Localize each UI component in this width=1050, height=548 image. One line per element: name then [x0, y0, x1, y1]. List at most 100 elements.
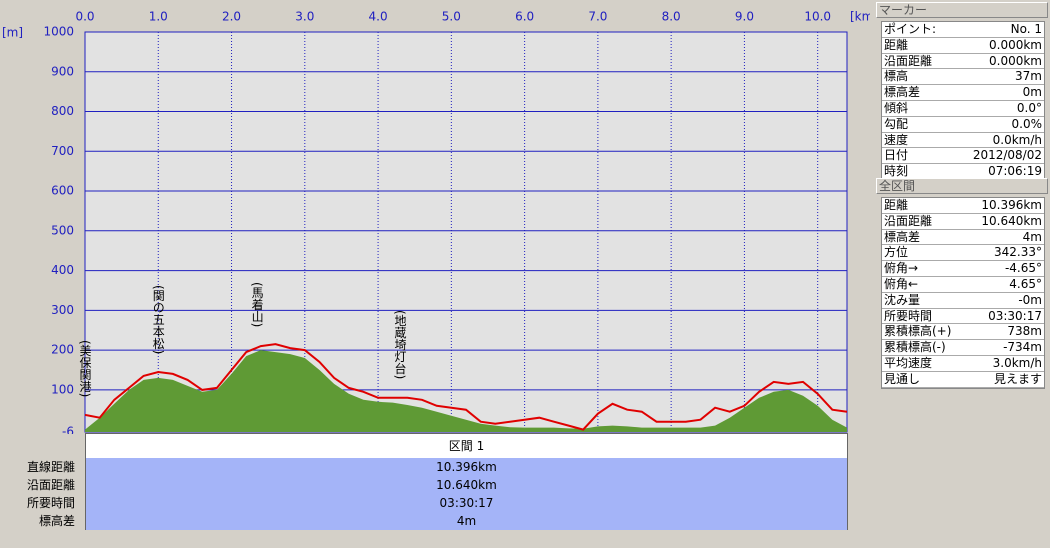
row-label: 勾配: [884, 116, 909, 131]
panel-title: マーカー: [876, 2, 1048, 18]
row-value: 見えます: [993, 371, 1042, 386]
row-value: 342.33°: [994, 245, 1042, 260]
annotation: (美保関港): [78, 340, 92, 398]
x-tick-label: 9.0: [735, 10, 754, 24]
row-value: 07:06:19: [988, 164, 1042, 179]
row-value: 10.640km: [981, 213, 1042, 228]
x-tick-label: 10.0: [804, 10, 831, 24]
row-label: 標高: [884, 69, 909, 84]
panel-row: 累積標高(+) 738m: [882, 324, 1044, 341]
panel-row: 沿面距離 10.640km: [882, 214, 1044, 230]
row-value: 37m: [1015, 69, 1042, 84]
marker-panel: マーカー ポイント: No. 1 距離 0.000km 沿面距離 0.000km 標高 37m 標…: [876, 2, 1048, 181]
y-axis-label: [m]: [2, 26, 23, 40]
y-tick-label: 500: [51, 223, 74, 237]
section-header-row: 区間 1: [0, 433, 848, 459]
y-tick-label: 400: [51, 263, 74, 277]
x-tick-label: 4.0: [369, 10, 388, 24]
section-header: 区間 1: [85, 433, 848, 459]
row-value: 4m: [1022, 229, 1042, 244]
panel-row: 距離 0.000km: [882, 38, 1044, 54]
row-label: 距離: [884, 37, 909, 52]
section-row: 所要時間 03:30:17: [0, 494, 848, 512]
y-tick-label: 200: [51, 343, 74, 357]
row-label: 俯角←: [884, 276, 919, 291]
row-value: 03:30:17: [988, 308, 1042, 323]
panel-table: ポイント: No. 1 距離 0.000km 沿面距離 0.000km 標高 37m 標高差 0m…: [881, 21, 1045, 181]
row-value: -734m: [1003, 340, 1042, 355]
row-value: 10.396km: [981, 198, 1042, 212]
row-label: 累積標高(-): [884, 340, 946, 355]
panel-row: 累積標高(-) -734m: [882, 340, 1044, 356]
row-value: 0.000km: [989, 37, 1042, 52]
row-label: 方位: [884, 245, 909, 260]
row-label: 平均速度: [884, 355, 933, 370]
panel-row: 俯角← 4.65°: [882, 277, 1044, 293]
terrain-area: [85, 350, 847, 432]
row-label: 沿面距離: [884, 53, 933, 68]
row-label: 速度: [884, 132, 909, 147]
panel-row: 方位 342.33°: [882, 245, 1044, 262]
row-value: -4.65°: [1004, 261, 1042, 276]
x-tick-label: 7.0: [588, 10, 607, 24]
row-value: 0.0km/h: [992, 132, 1042, 147]
annotation: (関の五本松): [151, 285, 166, 355]
row-label: 傾斜: [884, 100, 909, 115]
row-label: 沿面距離: [884, 213, 933, 228]
y-tick-label: 300: [51, 303, 74, 317]
panel-row: 日付 2012/08/02: [882, 148, 1044, 165]
row-label: 見通し: [884, 371, 921, 386]
panel-row: 所要時間 03:30:17: [882, 309, 1044, 325]
row-label: 俯角→: [884, 261, 919, 276]
row-label: 直線距離: [26, 460, 75, 474]
panel-row: 沿面距離 0.000km: [882, 54, 1044, 70]
row-value: No. 1: [1010, 22, 1042, 36]
panel-row: 見通し 見えます: [882, 372, 1044, 388]
row-value: 0.000km: [989, 53, 1042, 68]
section-row: 沿面距離 10.640km: [0, 476, 848, 494]
row-label: 累積標高(+): [884, 324, 952, 339]
panel-row: 俯角→ -4.65°: [882, 261, 1044, 277]
panel-row: ポイント: No. 1: [882, 22, 1044, 38]
y-tick-label: 800: [51, 104, 74, 118]
row-label: 距離: [884, 198, 909, 212]
row-value: 3.0km/h: [992, 355, 1042, 370]
y-tick-label: 900: [51, 64, 74, 78]
row-label: 沈み量: [884, 292, 921, 307]
y-tick-label: 600: [51, 184, 74, 198]
panel-row: 沈み量 -0m: [882, 293, 1044, 309]
spacer: [0, 433, 85, 458]
row-value: 10.640km: [85, 476, 848, 494]
section-row: 直線距離 10.396km: [0, 458, 848, 476]
x-tick-label: 1.0: [149, 10, 168, 24]
panel-row: 勾配 0.0%: [882, 117, 1044, 133]
panel-table: 距離 10.396km 沿面距離 10.640km 標高差 4m 方位 342.33° 俯角→ -…: [881, 197, 1045, 389]
chart: [m] [km] -6 100 200 300 400 500 600 700 800 900 10…: [2, 10, 870, 435]
y-tick-label: 700: [51, 144, 74, 158]
row-label: ポイント:: [884, 22, 937, 36]
x-tick-label: 2.0: [222, 10, 241, 24]
panel-row: 傾斜 0.0°: [882, 101, 1044, 117]
row-label: 標高差: [884, 85, 921, 100]
row-value: 4m: [85, 512, 848, 530]
row-value: 0.0%: [1011, 116, 1043, 131]
annotation: (地蔵埼灯台): [393, 310, 408, 380]
panel-row: 標高 37m: [882, 69, 1044, 86]
panel-row: 距離 10.396km: [882, 198, 1044, 214]
panel-row: 速度 0.0km/h: [882, 133, 1044, 149]
x-tick-label: 8.0: [662, 10, 681, 24]
y-tick-label: -6: [62, 425, 74, 435]
row-label: 標高差: [884, 229, 921, 244]
total-panel: 全区間 距離 10.396km 沿面距離 10.640km 標高差 4m 方位 342.33° 俯…: [876, 178, 1048, 389]
row-value: 4.65°: [1009, 276, 1042, 291]
row-label: 日付: [884, 148, 909, 163]
row-label: 時刻: [884, 164, 909, 179]
panel-title: 全区間: [876, 178, 1048, 194]
x-tick-label: 6.0: [515, 10, 534, 24]
x-tick-label: 0.0: [75, 10, 94, 24]
x-axis-label: [km]: [850, 10, 870, 24]
row-value: 03:30:17: [85, 494, 848, 512]
section-table: 区間 1 直線距離 10.396km 沿面距離 10.640km 所要時間 03:30:17…: [0, 433, 848, 530]
panel-row: 標高差 0m: [882, 85, 1044, 101]
